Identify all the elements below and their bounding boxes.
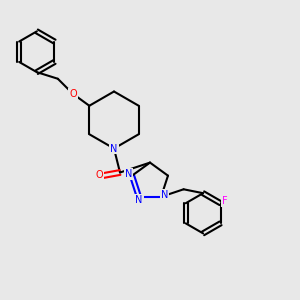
Text: F: F: [222, 196, 228, 206]
Text: O: O: [69, 89, 76, 99]
Text: N: N: [161, 190, 168, 200]
Text: N: N: [110, 143, 118, 154]
Text: N: N: [135, 195, 142, 206]
Text: O: O: [95, 170, 103, 181]
Text: N: N: [125, 169, 132, 179]
